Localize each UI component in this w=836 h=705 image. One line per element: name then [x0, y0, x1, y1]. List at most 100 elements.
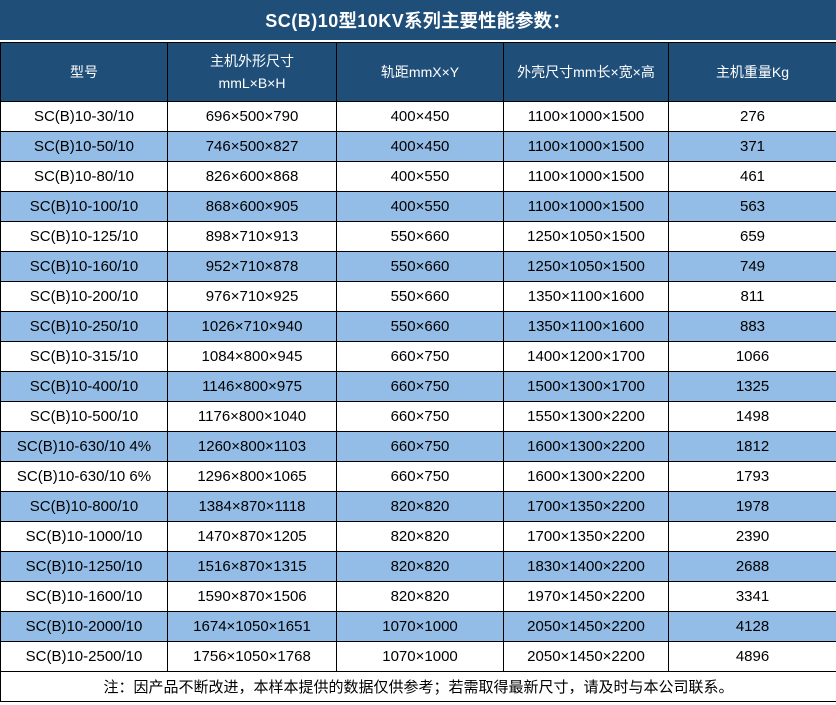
table-body: SC(B)10-30/10 696×500×790 400×450 1100×1000…	[0, 101, 836, 672]
table-row: SC(B)10-500/10 1176×800×1040 660×750 1550×1…	[0, 401, 836, 432]
table-header: 型号 主机外形尺寸 mmL×B×H 轨距mmX×Y 外壳尺寸mm长×宽×高 主机…	[0, 42, 836, 102]
table-row: SC(B)10-125/10 898×710×913 550×660 1250×105…	[0, 221, 836, 252]
table-cell: SC(B)10-125/10	[0, 221, 168, 252]
title-divider	[0, 40, 836, 42]
table-row: SC(B)10-630/10 6% 1296×800×1065 660×750 160…	[0, 461, 836, 492]
table-cell: 811	[668, 281, 836, 312]
table-cell: 660×750	[336, 401, 504, 432]
table-cell: SC(B)10-1250/10	[0, 551, 168, 582]
column-header-main-dimensions-line2: mmL×B×H	[218, 75, 286, 91]
table-row: SC(B)10-400/10 1146×800×975 660×750 1500×13…	[0, 371, 836, 402]
table-cell: 400×550	[336, 161, 504, 192]
table-cell: SC(B)10-800/10	[0, 491, 168, 522]
table-cell: 1350×1100×1600	[503, 311, 669, 342]
table-row: SC(B)10-100/10 868×600×905 400×550 1100×100…	[0, 191, 836, 222]
column-header-weight: 主机重量Kg	[668, 42, 836, 102]
table-cell: SC(B)10-500/10	[0, 401, 168, 432]
table-cell: 1100×1000×1500	[503, 101, 669, 132]
table-cell: 1978	[668, 491, 836, 522]
table-cell: 868×600×905	[167, 191, 337, 222]
table-cell: 550×660	[336, 311, 504, 342]
column-header-model: 型号	[0, 42, 168, 102]
table-cell: 1600×1300×2200	[503, 461, 669, 492]
table-cell: 400×450	[336, 101, 504, 132]
table-cell: 1400×1200×1700	[503, 341, 669, 372]
table-cell: 3341	[668, 581, 836, 612]
table-cell: 1830×1400×2200	[503, 551, 669, 582]
table-cell: SC(B)10-630/10 6%	[0, 461, 168, 492]
table-cell: 550×660	[336, 251, 504, 282]
table-row: SC(B)10-160/10 952×710×878 550×660 1250×105…	[0, 251, 836, 282]
table-cell: 1600×1300×2200	[503, 431, 669, 462]
table-cell: 1516×870×1315	[167, 551, 337, 582]
table-cell: 660×750	[336, 431, 504, 462]
table-cell: SC(B)10-30/10	[0, 101, 168, 132]
table-cell: 976×710×925	[167, 281, 337, 312]
table-cell: 1674×1050×1651	[167, 611, 337, 642]
column-header-main-dimensions: 主机外形尺寸 mmL×B×H	[167, 42, 337, 102]
table-row: SC(B)10-630/10 4% 1260×800×1103 660×750 160…	[0, 431, 836, 462]
table-cell: 746×500×827	[167, 131, 337, 162]
table-cell: 4896	[668, 641, 836, 672]
table-cell: 883	[668, 311, 836, 342]
table-cell: 1296×800×1065	[167, 461, 337, 492]
table-row: SC(B)10-2500/10 1756×1050×1768 1070×1000 20…	[0, 641, 836, 672]
table-row: SC(B)10-80/10 826×600×868 400×550 1100×1000…	[0, 161, 836, 192]
table-cell: 826×600×868	[167, 161, 337, 192]
table-cell: 1146×800×975	[167, 371, 337, 402]
table-cell: 1470×870×1205	[167, 521, 337, 552]
table-cell: 1700×1350×2200	[503, 521, 669, 552]
table-cell: SC(B)10-80/10	[0, 161, 168, 192]
table-cell: SC(B)10-315/10	[0, 341, 168, 372]
table-cell: SC(B)10-250/10	[0, 311, 168, 342]
footer-note: 注：因产品不断改进，本样本提供的数据仅供参考；若需取得最新尺寸，请及时与本公司联…	[0, 671, 836, 702]
table-cell: 660×750	[336, 461, 504, 492]
table-cell: 1384×870×1118	[167, 491, 337, 522]
table-cell: 1550×1300×2200	[503, 401, 669, 432]
table-cell: 461	[668, 161, 836, 192]
table-cell: SC(B)10-2000/10	[0, 611, 168, 642]
table-cell: 371	[668, 131, 836, 162]
table-cell: 1070×1000	[336, 641, 504, 672]
table-cell: 1084×800×945	[167, 341, 337, 372]
table-cell: 1793	[668, 461, 836, 492]
table-cell: 1026×710×940	[167, 311, 337, 342]
table-cell: SC(B)10-100/10	[0, 191, 168, 222]
table-cell: SC(B)10-200/10	[0, 281, 168, 312]
table-cell: 1500×1300×1700	[503, 371, 669, 402]
column-header-main-dimensions-line1: 主机外形尺寸	[210, 52, 294, 69]
table-row: SC(B)10-2000/10 1674×1050×1651 1070×1000 20…	[0, 611, 836, 642]
table-cell: SC(B)10-1600/10	[0, 581, 168, 612]
table-cell: 749	[668, 251, 836, 282]
table-footer: 注：因产品不断改进，本样本提供的数据仅供参考；若需取得最新尺寸，请及时与本公司联…	[0, 671, 836, 702]
table-cell: 1498	[668, 401, 836, 432]
table-cell: 1250×1050×1500	[503, 251, 669, 282]
table-cell: SC(B)10-50/10	[0, 131, 168, 162]
column-header-enclosure-size: 外壳尺寸mm长×宽×高	[503, 42, 669, 102]
table-cell: 820×820	[336, 491, 504, 522]
table-cell: 1756×1050×1768	[167, 641, 337, 672]
table-cell: 1250×1050×1500	[503, 221, 669, 252]
table-cell: 898×710×913	[167, 221, 337, 252]
table-cell: 400×550	[336, 191, 504, 222]
table-cell: 1100×1000×1500	[503, 191, 669, 222]
table-cell: SC(B)10-630/10 4%	[0, 431, 168, 462]
table-cell: 952×710×878	[167, 251, 337, 282]
table-row: SC(B)10-800/10 1384×870×1118 820×820 1700×1…	[0, 491, 836, 522]
table-cell: 2688	[668, 551, 836, 582]
table-cell: 660×750	[336, 341, 504, 372]
table-cell: 1100×1000×1500	[503, 131, 669, 162]
table-cell: 2050×1450×2200	[503, 641, 669, 672]
spec-table: 型号 主机外形尺寸 mmL×B×H 轨距mmX×Y 外壳尺寸mm长×宽×高 主机…	[0, 42, 836, 702]
column-header-rail-gauge: 轨距mmX×Y	[336, 42, 504, 102]
table-cell: 550×660	[336, 281, 504, 312]
table-row: SC(B)10-1000/10 1470×870×1205 820×820 1700×…	[0, 521, 836, 552]
table-cell: 1700×1350×2200	[503, 491, 669, 522]
table-cell: 696×500×790	[167, 101, 337, 132]
table-cell: 1260×800×1103	[167, 431, 337, 462]
table-row: SC(B)10-1250/10 1516×870×1315 820×820 1830×…	[0, 551, 836, 582]
table-cell: 1100×1000×1500	[503, 161, 669, 192]
table-cell: 659	[668, 221, 836, 252]
table-row: SC(B)10-200/10 976×710×925 550×660 1350×110…	[0, 281, 836, 312]
